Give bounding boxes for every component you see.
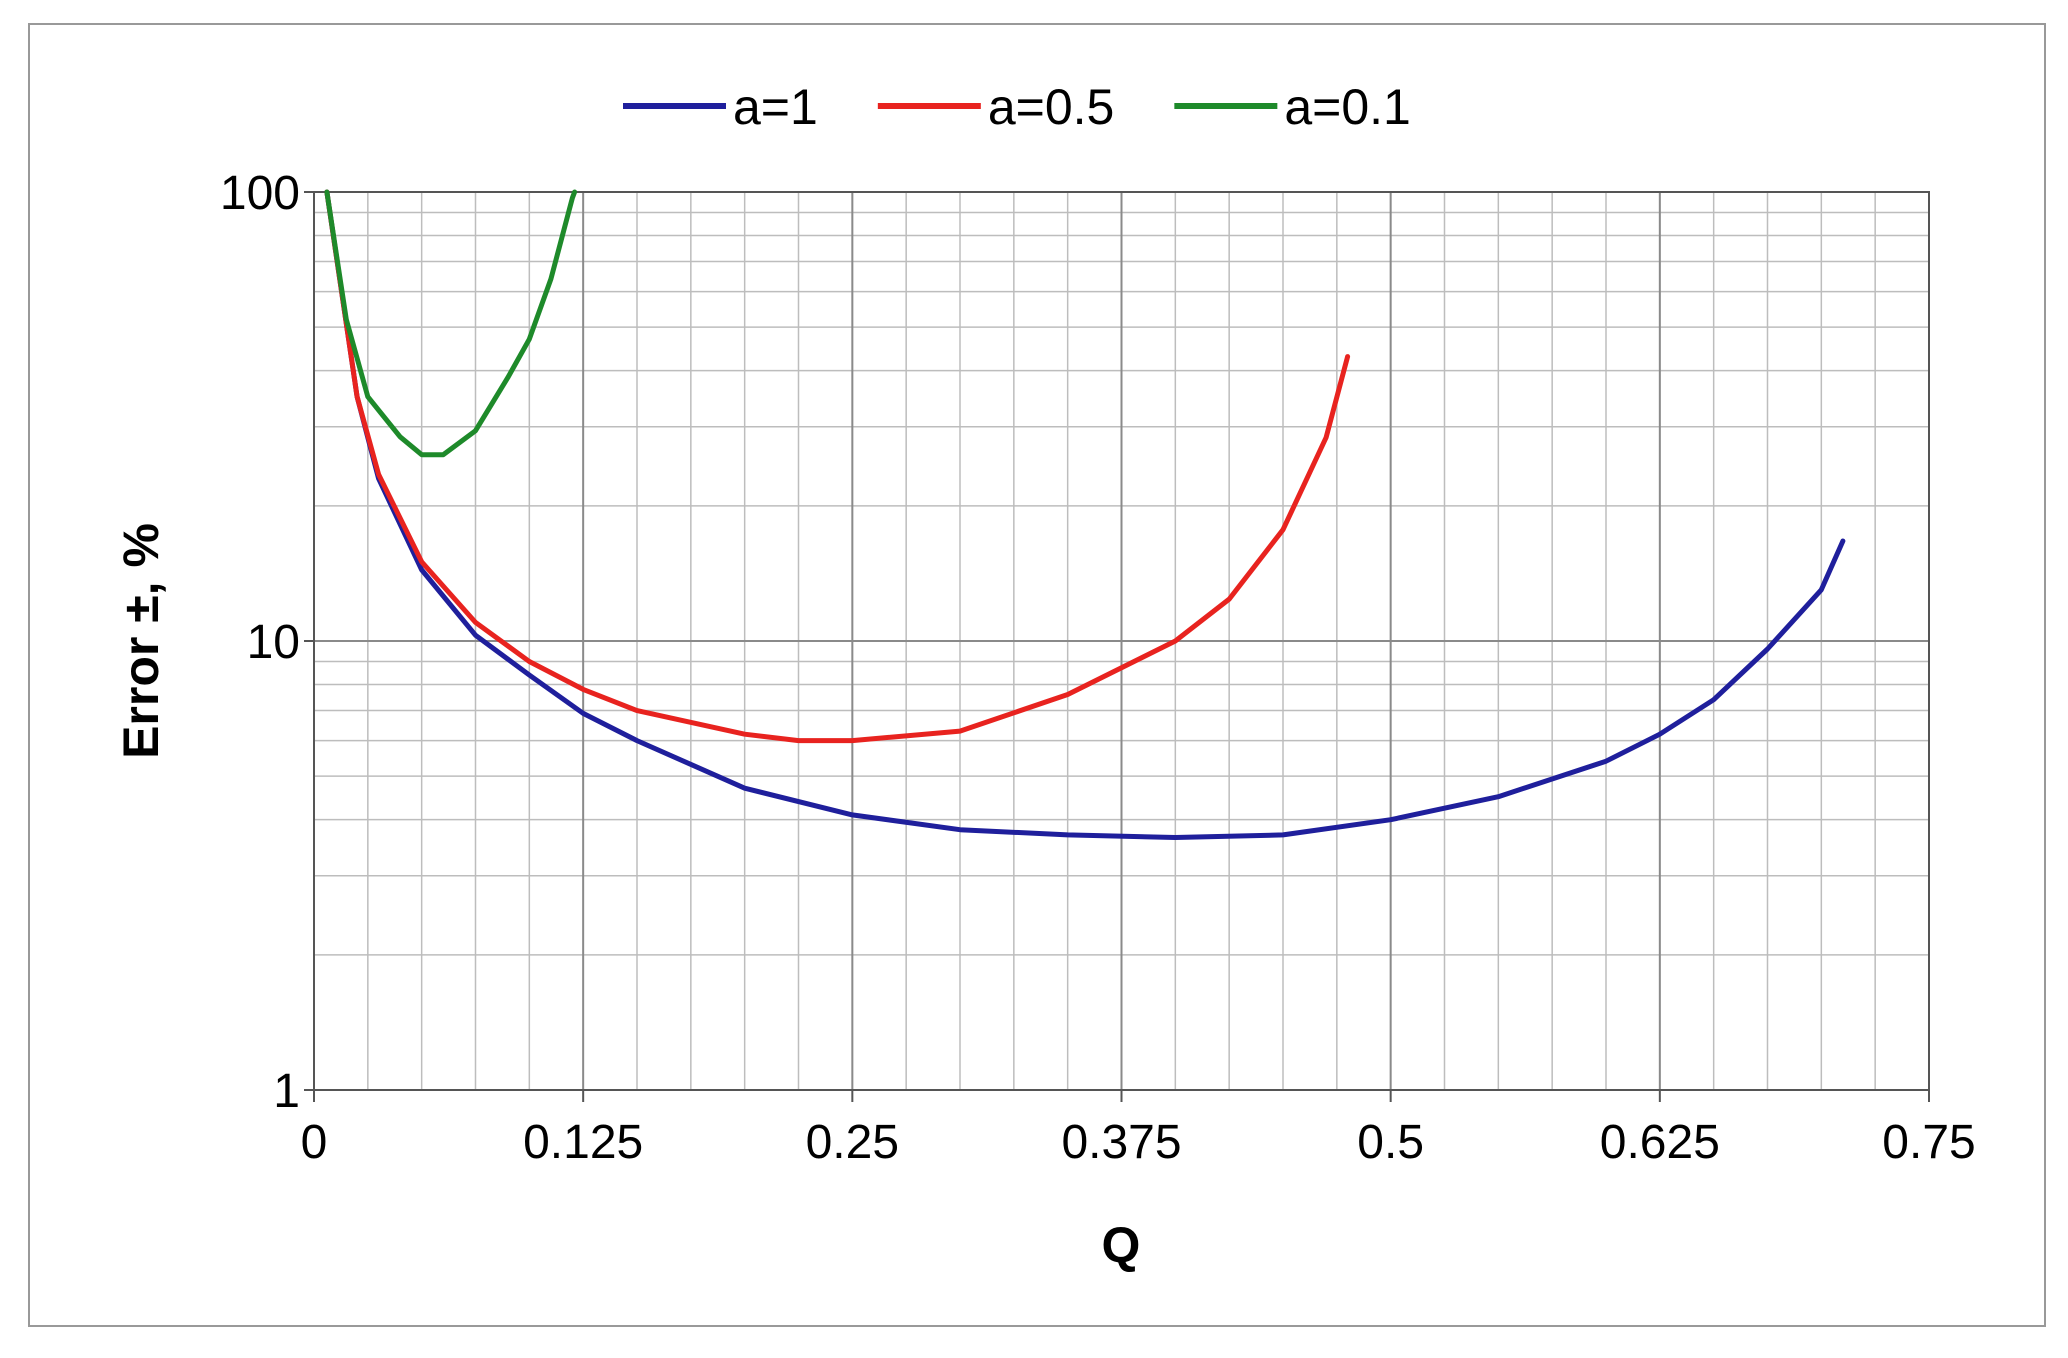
y-tick-label: 10 — [247, 616, 300, 669]
y-tick-label: 100 — [220, 167, 300, 220]
series-line — [324, 189, 1351, 744]
plot-area — [324, 189, 1846, 840]
plot-frame — [313, 191, 1930, 1091]
legend: a=1 a=0.5 a=0.1 — [623, 79, 1411, 135]
y-axis-title: Error ±, % — [113, 523, 169, 759]
legend-label: a=0.5 — [988, 79, 1115, 135]
grid: 0 0.125 0.25 0.375 0.5 0.625 0.75 1 10 100 — [220, 167, 1976, 1169]
x-tick-label: 0 — [301, 1116, 328, 1169]
x-axis-title: Q — [1102, 1217, 1141, 1273]
x-tick-label: 0.25 — [806, 1116, 899, 1169]
x-tick-label: 0.5 — [1357, 1116, 1424, 1169]
x-tick-label: 0.125 — [523, 1116, 643, 1169]
y-tick-label: 1 — [273, 1065, 300, 1118]
series-line — [324, 189, 1846, 840]
chart-frame — [28, 23, 2046, 1327]
legend-label: a=1 — [733, 79, 818, 135]
x-tick-label: 0.375 — [1061, 1116, 1181, 1169]
x-tick-label: 0.75 — [1882, 1116, 1975, 1169]
legend-label: a=0.1 — [1284, 79, 1411, 135]
series-line — [324, 189, 578, 458]
x-tick-label: 0.625 — [1600, 1116, 1720, 1169]
